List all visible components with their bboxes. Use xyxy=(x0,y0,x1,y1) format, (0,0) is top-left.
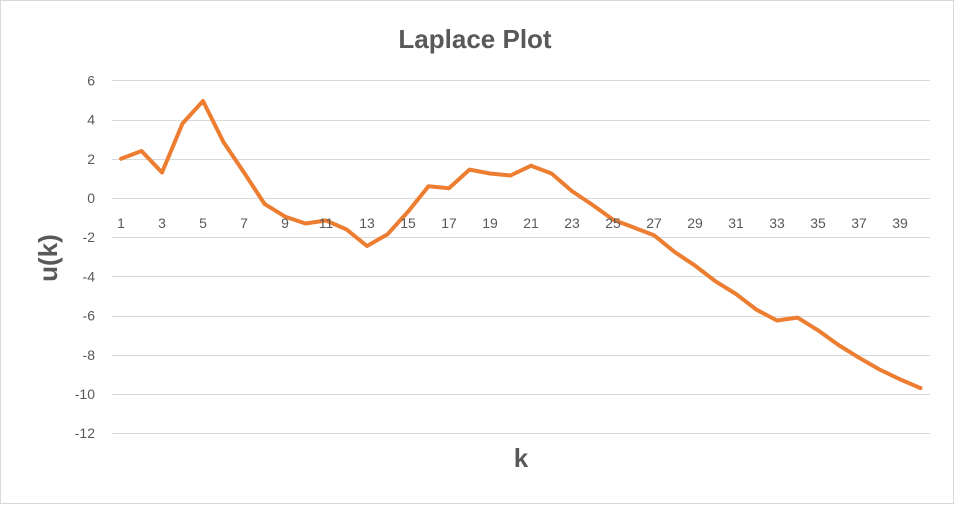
x-tick-label: 23 xyxy=(564,215,580,231)
x-axis-title: k xyxy=(514,443,529,473)
gridlines xyxy=(112,80,930,434)
x-axis-tick-labels: 1 3 5 7 9 11 13 15 17 19 21 23 25 27 29 31 33 35 37 39 xyxy=(117,215,908,231)
x-tick-label: 35 xyxy=(810,215,826,231)
series-lines xyxy=(119,99,923,391)
chart-title: Laplace Plot xyxy=(398,24,551,54)
x-tick-label: 9 xyxy=(281,215,289,231)
y-tick-label: -2 xyxy=(83,229,96,245)
x-tick-label: 11 xyxy=(319,215,334,231)
x-tick-label: 29 xyxy=(687,215,703,231)
x-tick-label: 31 xyxy=(728,215,744,231)
x-tick-label: 19 xyxy=(482,215,498,231)
x-tick-label: 17 xyxy=(441,215,457,231)
y-tick-label: -4 xyxy=(83,268,96,284)
y-tick-label: 4 xyxy=(87,112,95,128)
y-axis-title: u(k) xyxy=(33,234,63,282)
y-tick-label: 6 xyxy=(87,72,95,88)
x-tick-label: 7 xyxy=(240,215,248,231)
x-tick-label: 21 xyxy=(523,215,539,231)
y-axis-tick-labels: 6 4 2 0 -2 -4 -6 -8 -10 -12 xyxy=(75,72,95,441)
x-tick-label: 39 xyxy=(892,215,908,231)
x-tick-label: 15 xyxy=(400,215,416,231)
x-tick-label: 1 xyxy=(117,215,125,231)
series-line-0 xyxy=(119,99,923,391)
y-tick-label: -6 xyxy=(83,308,96,324)
x-tick-label: 27 xyxy=(646,215,662,231)
x-tick-label: 25 xyxy=(605,215,621,231)
x-tick-label: 5 xyxy=(199,215,207,231)
x-tick-label: 33 xyxy=(769,215,785,231)
x-tick-label: 3 xyxy=(158,215,166,231)
y-tick-label: -12 xyxy=(75,425,95,441)
y-tick-label: 2 xyxy=(87,151,95,167)
y-tick-label: -8 xyxy=(83,347,96,363)
x-tick-label: 13 xyxy=(359,215,375,231)
y-tick-label: -10 xyxy=(75,386,95,402)
x-tick-label: 37 xyxy=(851,215,867,231)
y-tick-label: 0 xyxy=(87,190,95,206)
